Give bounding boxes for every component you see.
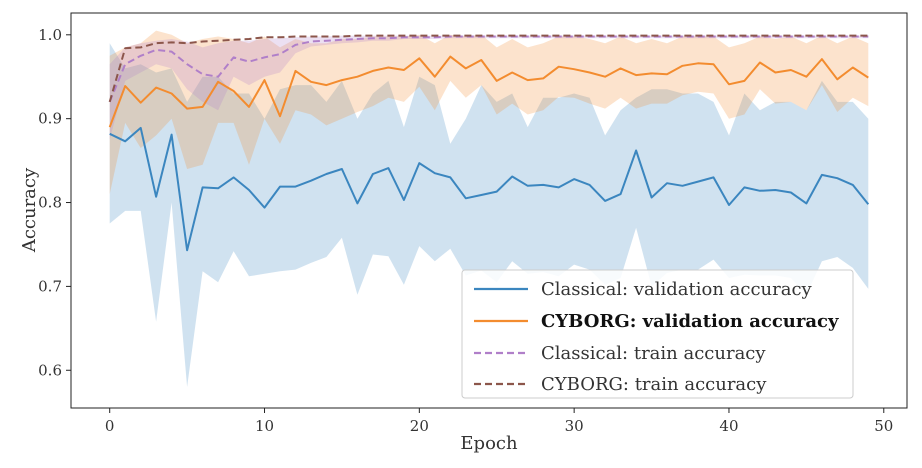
axis-ticks: 0 10 20 30 40 50 0.6 0.7 0.8 0.9 1.0 (38, 26, 893, 435)
cyborg-validation-accuracy-line (108, 55, 869, 128)
y-tick-label: 0.8 (38, 194, 62, 212)
classical-validation-accuracy-line (109, 126, 870, 252)
legend-label-classical-validation-accuracy: Classical: validation accuracy (541, 279, 813, 300)
y-tick-label: 0.7 (38, 277, 62, 295)
legend-label-cyborg-train-accuracy: CYBORG: train accuracy (541, 374, 767, 395)
legend-label-cyborg-validation-accuracy: CYBORG: validation accuracy (541, 311, 839, 332)
x-tick-label: 50 (874, 417, 893, 435)
x-tick-label: 0 (105, 417, 115, 435)
legend-label-classical-train-accuracy: Classical: train accuracy (541, 343, 766, 364)
x-tick-label: 20 (410, 417, 429, 435)
x-tick-label: 10 (255, 417, 274, 435)
classical-train-accuracy-band (109, 35, 869, 140)
y-tick-label: 0.6 (38, 361, 62, 379)
x-axis-title: Epoch (460, 433, 518, 454)
legend-box (461, 269, 854, 399)
y-tick-label: 1.0 (38, 26, 62, 44)
cyborg-validation-accuracy-band (109, 30, 869, 195)
y-axis-title: Accuracy (19, 167, 40, 253)
x-tick-label: 30 (565, 417, 584, 435)
confidence-bands (109, 30, 869, 387)
y-tick-label: 0.9 (38, 110, 62, 128)
plot-frame (70, 12, 908, 409)
series-lines (108, 34, 870, 252)
x-tick-label: 40 (719, 417, 738, 435)
legend: Classical: validation accuracy CYBORG: va… (461, 269, 854, 399)
cyborg-train-accuracy-line (108, 34, 869, 103)
classical-validation-accuracy-band (109, 43, 869, 387)
